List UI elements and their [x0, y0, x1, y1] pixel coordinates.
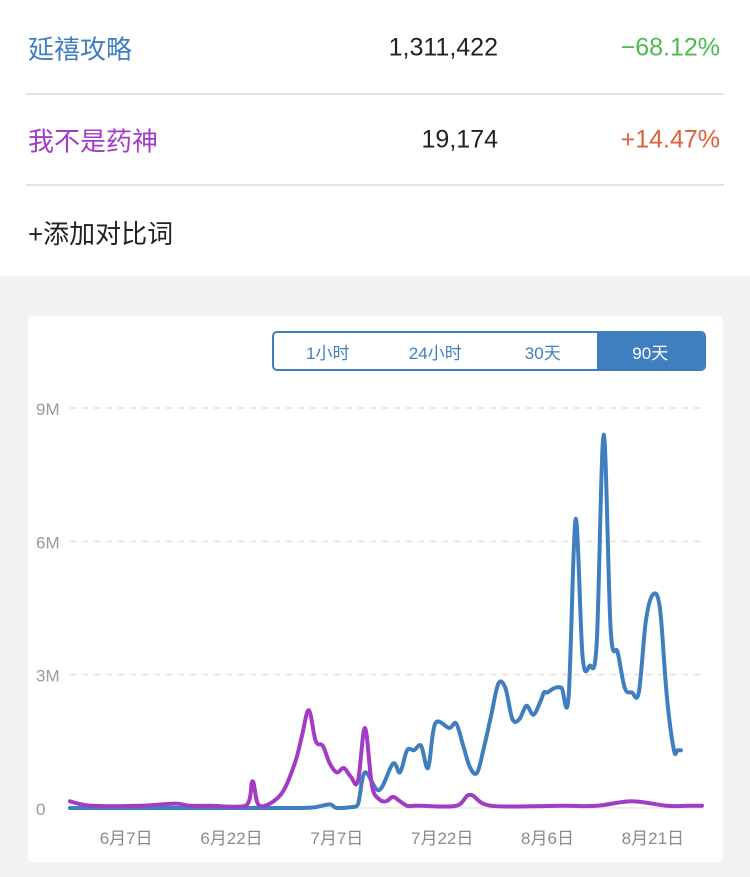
tab-1h[interactable]: 1小时 [306, 343, 350, 363]
term-change: +14.47% [620, 125, 720, 154]
trend-chart-card: 1小时 24小时 30天 90天 0 3M 6M 9M 6月7日 6月22日 7月7日 7月2… [28, 316, 723, 862]
term-value: 19,174 [421, 125, 498, 154]
trend-line-chart: 0 3M 6M 9M 6月7日 6月22日 7月7日 7月22日 8月6日 8月21日 [36, 400, 704, 848]
y-tick-label: 0 [36, 800, 45, 819]
x-tick-label: 8月6日 [521, 829, 574, 848]
series-line-yaoshen [68, 708, 704, 809]
term-value: 1,311,422 [388, 33, 498, 62]
x-tick-label: 8月21日 [622, 829, 684, 848]
compare-panel: 延禧攻略 1,311,422 −68.12% 我不是药神 19,174 +14.… [0, 0, 750, 276]
y-tick-label: 6M [36, 533, 60, 552]
compare-row-yaoshen[interactable]: 我不是药神 19,174 +14.47% [0, 94, 750, 186]
y-tick-label: 3M [36, 667, 60, 686]
term-name: 延禧攻略 [28, 34, 133, 65]
x-tick-label: 6月22日 [200, 829, 262, 848]
add-compare-term-button[interactable]: +添加对比词 [28, 219, 174, 249]
term-name: 我不是药神 [28, 126, 159, 157]
time-range-selector: 1小时 24小时 30天 90天 [272, 331, 706, 371]
y-tick-label: 9M [36, 400, 60, 419]
compare-row-yanxi[interactable]: 延禧攻略 1,311,422 −68.12% [0, 2, 750, 94]
x-tick-label: 7月22日 [411, 829, 473, 848]
tab-30d[interactable]: 30天 [524, 343, 561, 363]
term-change: −68.12% [620, 33, 720, 62]
row-divider [26, 184, 724, 186]
tab-90d[interactable]: 90天 [596, 333, 704, 369]
series-line-yanxi [68, 432, 683, 810]
x-tick-label: 6月7日 [100, 829, 153, 848]
tab-24h[interactable]: 24小时 [408, 343, 462, 363]
row-divider [26, 93, 724, 95]
x-tick-label: 7月7日 [310, 829, 363, 848]
